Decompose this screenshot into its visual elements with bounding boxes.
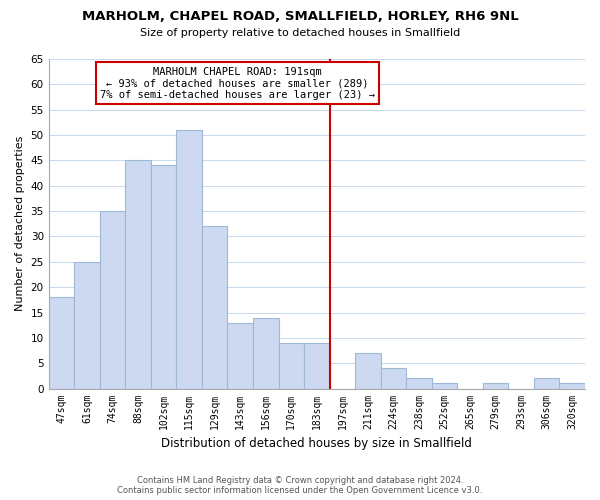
Bar xyxy=(355,353,380,388)
Text: Size of property relative to detached houses in Smallfield: Size of property relative to detached ho… xyxy=(140,28,460,38)
Bar xyxy=(278,343,304,388)
Bar xyxy=(483,384,508,388)
Bar xyxy=(432,384,457,388)
Text: Contains HM Land Registry data © Crown copyright and database right 2024.
Contai: Contains HM Land Registry data © Crown c… xyxy=(118,476,482,495)
Bar xyxy=(49,298,74,388)
Bar xyxy=(227,322,253,388)
Bar xyxy=(74,262,100,388)
Bar xyxy=(304,343,329,388)
X-axis label: Distribution of detached houses by size in Smallfield: Distribution of detached houses by size … xyxy=(161,437,472,450)
Bar xyxy=(151,166,176,388)
Text: MARHOLM CHAPEL ROAD: 191sqm
← 93% of detached houses are smaller (289)
7% of sem: MARHOLM CHAPEL ROAD: 191sqm ← 93% of det… xyxy=(100,66,375,100)
Bar xyxy=(176,130,202,388)
Bar xyxy=(125,160,151,388)
Bar xyxy=(202,226,227,388)
Bar xyxy=(406,378,432,388)
Bar xyxy=(100,211,125,388)
Bar xyxy=(534,378,559,388)
Bar xyxy=(253,318,278,388)
Text: MARHOLM, CHAPEL ROAD, SMALLFIELD, HORLEY, RH6 9NL: MARHOLM, CHAPEL ROAD, SMALLFIELD, HORLEY… xyxy=(82,10,518,23)
Bar xyxy=(559,384,585,388)
Bar xyxy=(380,368,406,388)
Y-axis label: Number of detached properties: Number of detached properties xyxy=(15,136,25,312)
